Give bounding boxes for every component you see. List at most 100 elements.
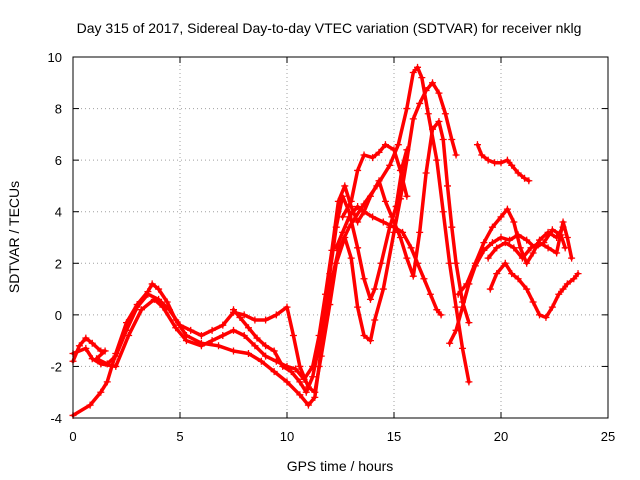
- data-point: [386, 161, 394, 169]
- data-point: [521, 174, 529, 182]
- data-point: [439, 208, 447, 216]
- data-series: [69, 63, 582, 419]
- data-point: [317, 352, 325, 360]
- data-point: [484, 254, 492, 262]
- data-point: [497, 213, 505, 221]
- data-point: [514, 275, 522, 283]
- data-point: [508, 161, 516, 169]
- data-point: [82, 334, 90, 342]
- data-point: [332, 259, 340, 267]
- data-point: [396, 166, 404, 174]
- data-point: [366, 295, 374, 303]
- series-track-e: [332, 203, 445, 319]
- data-point: [347, 197, 355, 205]
- data-point: [82, 344, 90, 352]
- series-track-f: [339, 141, 411, 221]
- data-point: [165, 306, 173, 314]
- data-point: [491, 159, 499, 167]
- data-point: [548, 226, 556, 234]
- x-axis-label: GPS time / hours: [287, 458, 394, 474]
- data-point: [574, 270, 582, 278]
- data-point: [390, 223, 398, 231]
- data-point: [253, 334, 261, 342]
- data-point: [493, 270, 501, 278]
- data-point: [396, 234, 404, 241]
- data-point: [339, 228, 347, 236]
- data-point: [435, 117, 443, 125]
- data-point: [480, 239, 488, 247]
- plot-frame: [72, 56, 609, 419]
- data-point: [230, 347, 237, 355]
- data-point: [514, 169, 522, 177]
- chart-title: Day 315 of 2017, Sidereal Day-to-day VTE…: [77, 20, 582, 36]
- data-point: [506, 236, 514, 244]
- data-point: [424, 110, 432, 118]
- data-point: [88, 355, 96, 363]
- data-point: [484, 156, 492, 164]
- data-point: [270, 347, 278, 355]
- data-point: [219, 321, 227, 329]
- series-track-b: [69, 79, 460, 396]
- series-line: [475, 142, 531, 183]
- data-point: [257, 357, 265, 365]
- data-point: [497, 234, 505, 241]
- data-point: [182, 337, 190, 345]
- data-point: [197, 342, 205, 350]
- data-point: [488, 239, 496, 247]
- y-tick-label: 8: [55, 102, 62, 117]
- data-point: [112, 362, 120, 370]
- data-point: [133, 303, 141, 311]
- y-tick-label: 2: [55, 256, 62, 271]
- data-point: [429, 79, 437, 87]
- data-point: [497, 159, 505, 167]
- series-line: [71, 81, 458, 394]
- data-point: [300, 375, 308, 383]
- data-point: [163, 298, 171, 306]
- data-point: [360, 331, 368, 339]
- data-point: [148, 280, 156, 288]
- data-point: [452, 259, 460, 267]
- data-point: [441, 110, 449, 118]
- data-point: [75, 342, 83, 350]
- data-point: [561, 244, 569, 252]
- data-point: [414, 63, 422, 71]
- data-point: [371, 316, 379, 324]
- data-point: [422, 87, 430, 95]
- data-point: [296, 362, 304, 370]
- data-point: [375, 148, 383, 156]
- data-point: [426, 290, 434, 298]
- data-point: [354, 166, 362, 174]
- data-point: [433, 306, 441, 314]
- data-point: [230, 306, 237, 314]
- series-line: [340, 142, 409, 219]
- data-point: [403, 146, 411, 154]
- data-point: [251, 342, 259, 350]
- data-point: [251, 316, 259, 324]
- data-point: [240, 331, 248, 339]
- data-point: [516, 244, 524, 252]
- data-point: [283, 378, 291, 386]
- data-point: [542, 313, 550, 321]
- data-point: [403, 254, 411, 262]
- data-point: [332, 223, 340, 231]
- data-point: [501, 239, 509, 247]
- data-point: [159, 303, 167, 311]
- data-point: [304, 401, 312, 409]
- data-point: [458, 303, 466, 311]
- data-point: [437, 311, 445, 319]
- data-point: [544, 244, 552, 252]
- data-point: [379, 285, 387, 293]
- data-point: [176, 321, 184, 329]
- data-point: [501, 259, 509, 267]
- data-point: [326, 270, 334, 278]
- data-point: [296, 378, 304, 386]
- data-point: [559, 218, 567, 226]
- data-point: [452, 326, 460, 334]
- data-point: [403, 192, 411, 200]
- data-point: [563, 280, 571, 288]
- x-tick-label: 20: [494, 429, 508, 444]
- series-track-i: [486, 259, 582, 321]
- data-point: [360, 151, 368, 159]
- data-point: [262, 352, 270, 360]
